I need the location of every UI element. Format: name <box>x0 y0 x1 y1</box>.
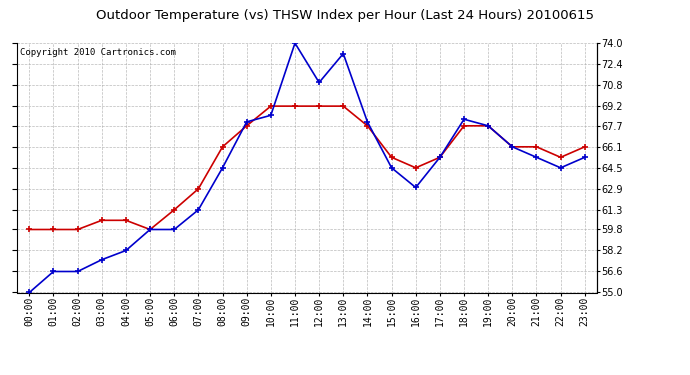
Text: Copyright 2010 Cartronics.com: Copyright 2010 Cartronics.com <box>20 48 176 57</box>
Text: Outdoor Temperature (vs) THSW Index per Hour (Last 24 Hours) 20100615: Outdoor Temperature (vs) THSW Index per … <box>96 9 594 22</box>
